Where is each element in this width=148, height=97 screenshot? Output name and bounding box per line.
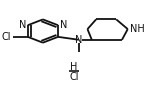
Text: NH: NH (130, 24, 145, 34)
Text: N: N (60, 20, 67, 30)
Text: Cl: Cl (2, 32, 11, 42)
Text: N: N (19, 20, 26, 30)
Text: N: N (75, 35, 83, 45)
Text: H: H (70, 62, 78, 72)
Text: Cl: Cl (69, 72, 79, 82)
